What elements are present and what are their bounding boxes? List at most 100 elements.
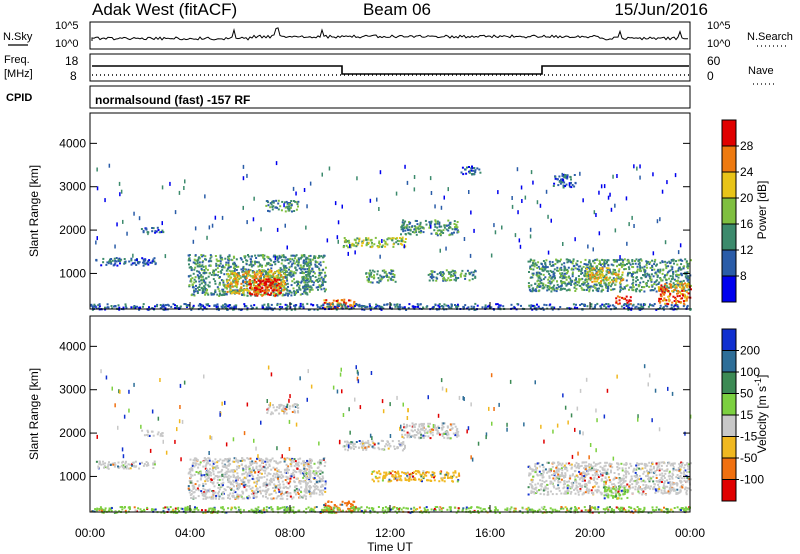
- velocity-cell: [127, 463, 130, 466]
- power-noise: [95, 161, 682, 260]
- power-cell: [239, 276, 242, 279]
- power-cell: [242, 260, 245, 263]
- power-cell: [381, 244, 384, 247]
- power-cell: [293, 271, 296, 274]
- power-cell: [453, 220, 456, 223]
- power-cell: [243, 275, 246, 278]
- velocity-cell: [280, 456, 283, 459]
- velocity-cell: [252, 469, 255, 472]
- power-cell: [336, 305, 339, 307]
- velocity-cell: [194, 459, 197, 462]
- power-cell: [532, 268, 535, 271]
- power-cell: [188, 304, 191, 307]
- power-cell: [539, 203, 542, 208]
- power-cell: [368, 303, 371, 306]
- power-cell: [680, 293, 683, 295]
- power-cell: [656, 219, 659, 224]
- power-cell: [671, 268, 674, 271]
- power-cell: [487, 305, 489, 308]
- power-cell: [347, 246, 350, 249]
- power-cell: [556, 178, 559, 181]
- power-cell: [623, 268, 626, 271]
- power-cell: [680, 272, 683, 275]
- power-cell: [266, 255, 269, 258]
- power-cell: [299, 293, 302, 296]
- velocity-cell: [204, 491, 207, 494]
- freq-unit-label: [MHz]: [4, 68, 33, 80]
- power-cell: [466, 269, 469, 272]
- velocity-cell: [282, 408, 285, 411]
- power-cell: [303, 281, 306, 284]
- power-cell: [246, 289, 248, 292]
- power-cell: [294, 257, 296, 260]
- power-cell: [98, 303, 101, 306]
- power-cell: [647, 273, 650, 276]
- power-cell: [191, 283, 194, 286]
- velocity-cell: [303, 490, 306, 493]
- velocity-cell: [203, 460, 205, 463]
- velocity-cell: [152, 463, 155, 466]
- power-cell: [657, 286, 660, 289]
- power-cell: [638, 308, 641, 311]
- velocity-cell: [265, 481, 268, 484]
- velocity-cell: [278, 470, 281, 473]
- power-cell: [366, 276, 368, 278]
- power-cell: [360, 305, 363, 307]
- power-cell: [386, 238, 389, 241]
- velocity-cell: [222, 493, 225, 496]
- power-cell: [156, 226, 159, 229]
- power-cell: [118, 308, 121, 311]
- power-cell: [247, 255, 250, 258]
- power-cell: [530, 264, 533, 267]
- power-cell: [277, 208, 280, 211]
- power-cell: [676, 295, 679, 298]
- velocity-cell: [215, 465, 218, 468]
- power-cell: [577, 275, 580, 278]
- power-cell: [245, 277, 248, 280]
- velocity-cell: [267, 466, 269, 469]
- velocity-cell: [98, 460, 101, 463]
- power-cell: [154, 230, 157, 233]
- power-cell: [220, 266, 223, 269]
- power-cell: [353, 305, 356, 308]
- power-cell: [259, 272, 262, 275]
- power-cell: [256, 288, 259, 291]
- power-cell: [300, 271, 303, 274]
- velocity-cell: [231, 460, 234, 463]
- power-cell: [433, 270, 436, 273]
- power-cell: [672, 290, 675, 293]
- velocity-cell: [203, 491, 206, 494]
- power-cell: [513, 306, 516, 309]
- power-cell: [313, 256, 315, 259]
- velocity-cell: [190, 480, 193, 483]
- power-cell: [249, 294, 252, 297]
- power-cell: [631, 262, 634, 265]
- power-cell: [427, 273, 430, 276]
- power-cell: [618, 299, 621, 302]
- velocity-cell: [225, 472, 228, 475]
- power-cell: [330, 303, 333, 306]
- power-cell: [626, 301, 629, 304]
- velocity-cell: [102, 463, 105, 466]
- power-cell: [270, 274, 273, 277]
- power-cell: [454, 228, 457, 231]
- power-cell: [549, 303, 552, 306]
- power-cell: [161, 221, 163, 226]
- power-cell: [277, 281, 280, 284]
- power-cell: [583, 274, 586, 277]
- power-cell: [373, 306, 376, 309]
- power-cell: [283, 203, 285, 208]
- velocity-cell: [255, 495, 258, 498]
- nave-tick-top: 60: [707, 54, 721, 68]
- power-cell: [596, 302, 599, 305]
- power-cell: [456, 226, 459, 229]
- power-cell: [248, 264, 251, 267]
- power-cell: [222, 279, 225, 282]
- power-cell: [459, 274, 462, 276]
- power-cell: [544, 276, 547, 279]
- power-cell: [527, 282, 530, 285]
- power-cell: [253, 304, 256, 307]
- power-cell: [532, 180, 534, 185]
- power-cell: [193, 278, 196, 281]
